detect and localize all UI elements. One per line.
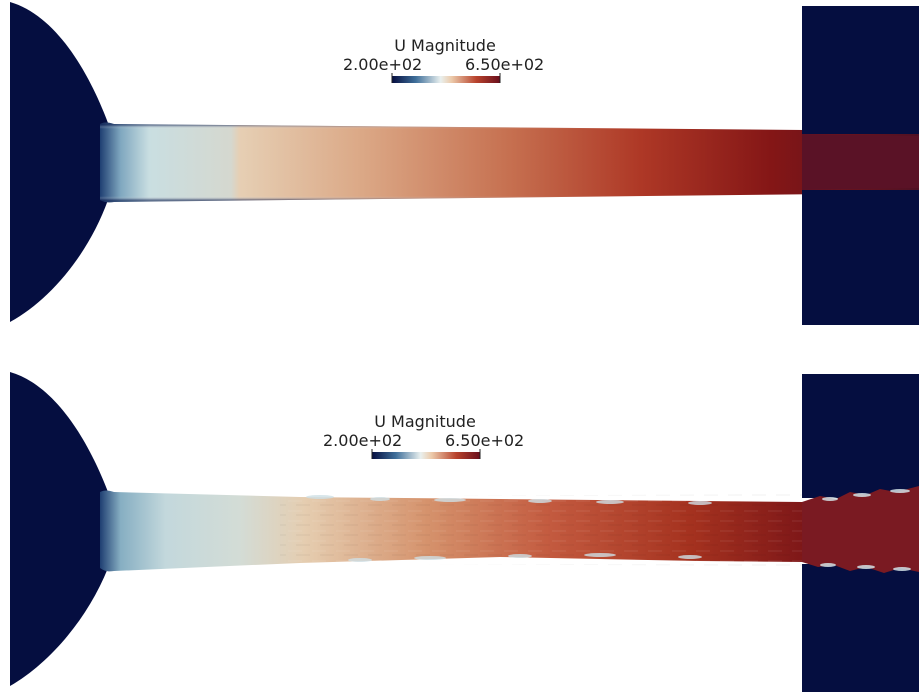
legend-colorbar <box>391 73 501 83</box>
right-block-upper-bottom <box>802 374 919 498</box>
legend-title: U Magnitude <box>394 36 496 55</box>
right-block-lower-top <box>802 190 919 325</box>
nozzle-body-bottom <box>10 372 108 686</box>
simulation-panel-top: U Magnitude 2.00e+02 6.50e+02 <box>0 0 919 340</box>
color-legend-bottom: U Magnitude 2.00e+02 6.50e+02 <box>323 412 525 463</box>
right-block-lower-bottom <box>802 564 919 692</box>
jet-turbulence-texture <box>280 494 919 566</box>
shear-layer-eddies <box>306 495 712 562</box>
legend-min-label: 2.00e+02 <box>323 431 403 450</box>
legend-max-label: 6.50e+02 <box>465 55 545 74</box>
jet-exit-plume-bottom <box>802 486 919 573</box>
legend-tick-labels: 2.00e+02 6.50e+02 <box>323 431 525 450</box>
legend-tick-labels: 2.00e+02 6.50e+02 <box>343 55 545 74</box>
right-block-upper-top <box>802 6 919 134</box>
legend-max-label: 6.50e+02 <box>445 431 525 450</box>
plume-eddies <box>820 489 911 571</box>
simulation-panel-bottom: U Magnitude 2.00e+02 6.50e+02 <box>0 368 919 692</box>
flow-field-top <box>10 2 919 325</box>
nozzle-body-top <box>10 2 108 322</box>
flow-field-bottom <box>10 372 919 692</box>
legend-min-label: 2.00e+02 <box>343 55 423 74</box>
color-legend-top: U Magnitude 2.00e+02 6.50e+02 <box>343 36 545 87</box>
legend-colorbar <box>371 449 481 459</box>
legend-title: U Magnitude <box>374 412 476 431</box>
jet-core-exit-top <box>802 134 919 190</box>
jet-channel-edges-top <box>100 122 919 203</box>
